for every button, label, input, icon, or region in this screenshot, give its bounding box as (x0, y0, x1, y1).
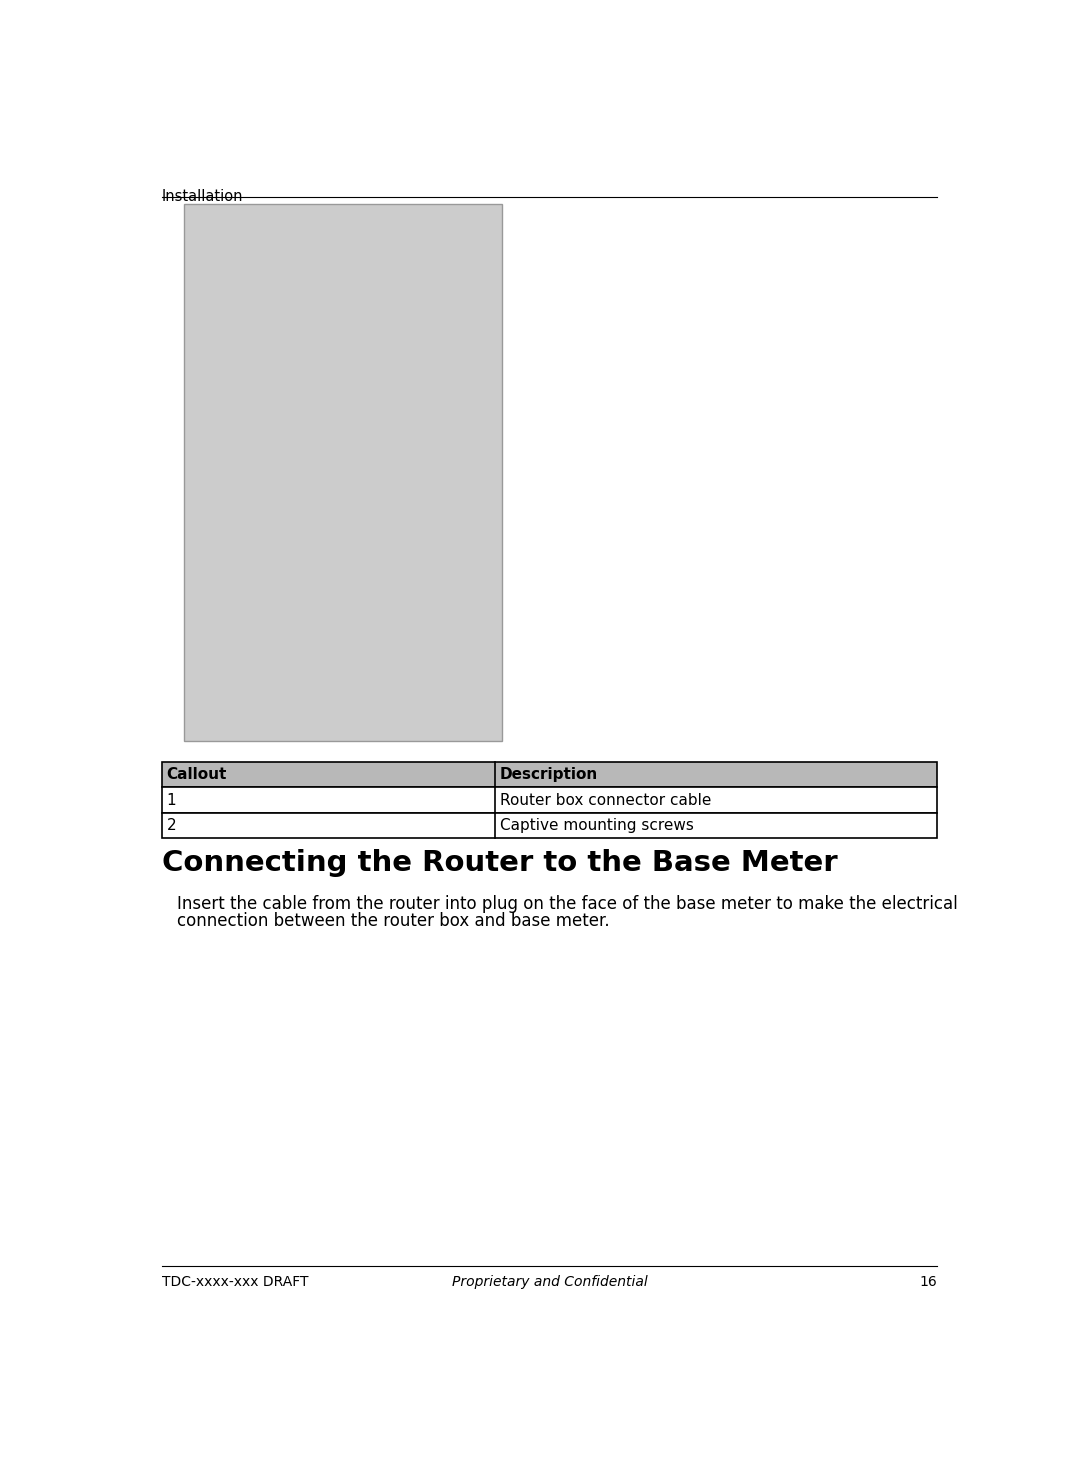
Text: TDC-xxxx-xxx DRAFT: TDC-xxxx-xxx DRAFT (162, 1275, 309, 1289)
Text: Proprietary and Confidential: Proprietary and Confidential (451, 1275, 647, 1289)
Text: 2: 2 (166, 818, 176, 834)
Text: Installation: Installation (162, 188, 243, 204)
Text: Captive mounting screws: Captive mounting screws (500, 818, 694, 834)
Text: 1: 1 (166, 793, 176, 807)
Text: Connecting the Router to the Base Meter: Connecting the Router to the Base Meter (162, 848, 837, 877)
Text: Router box connector cable: Router box connector cable (500, 793, 711, 807)
Bar (162, 787, 937, 813)
Text: Callout: Callout (166, 766, 227, 781)
Bar (162, 813, 937, 838)
Bar (184, 204, 502, 742)
Text: Insert the cable from the router into plug on the face of the base meter to make: Insert the cable from the router into pl… (177, 895, 957, 912)
Text: connection between the router box and base meter.: connection between the router box and ba… (177, 912, 609, 930)
Bar (162, 762, 937, 787)
Text: Description: Description (500, 766, 598, 781)
Text: 16: 16 (919, 1275, 937, 1289)
